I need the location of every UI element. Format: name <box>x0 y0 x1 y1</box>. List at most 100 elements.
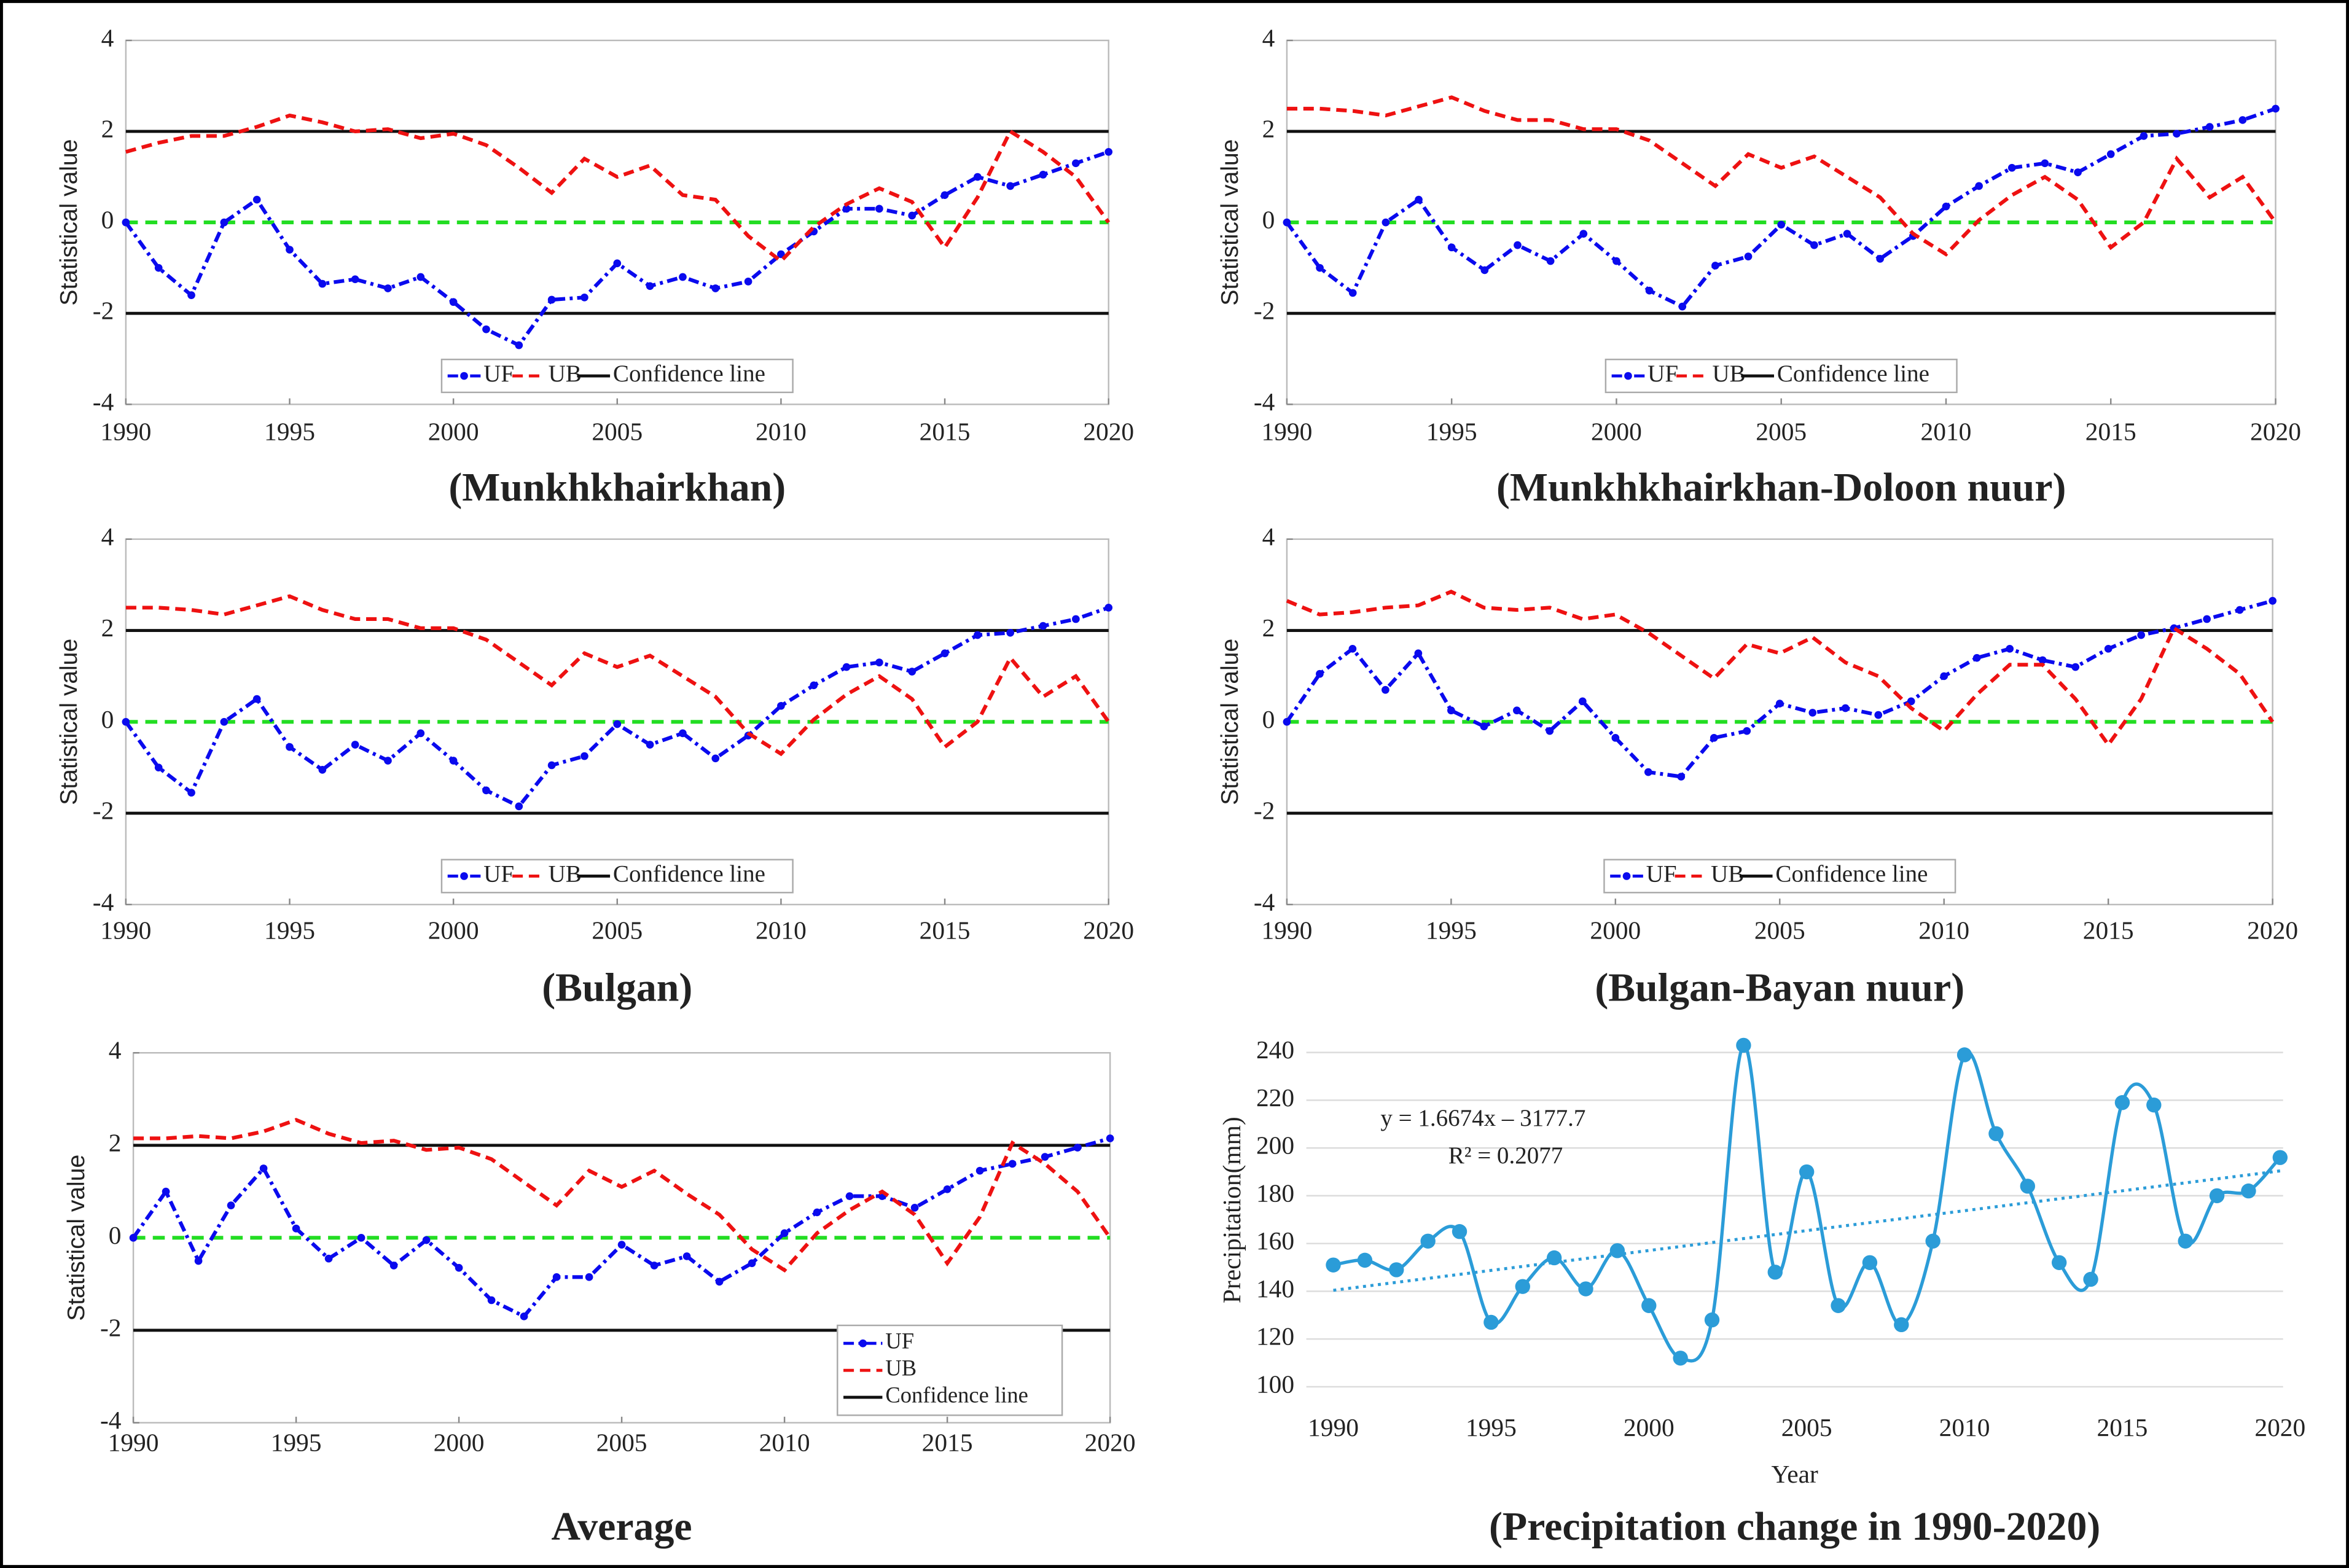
data-point <box>1008 1160 1017 1168</box>
data-point <box>1072 159 1080 168</box>
legend-label: UF <box>885 1328 914 1354</box>
data-point <box>1283 218 1291 227</box>
legend-marker <box>1622 872 1631 880</box>
chart-title: (Precipitation change in 1990-2020) <box>1489 1504 2100 1549</box>
data-point <box>1420 1233 1436 1249</box>
x-tick-label: 1995 <box>264 916 315 945</box>
data-point <box>351 275 359 284</box>
legend-label: UB <box>1711 860 1744 887</box>
data-point <box>2269 596 2277 605</box>
data-point <box>1514 241 1522 249</box>
data-point <box>416 273 425 281</box>
data-point <box>552 1273 561 1281</box>
data-point <box>646 741 654 749</box>
data-point <box>1389 1262 1404 1277</box>
x-tick-label: 2020 <box>1083 418 1134 446</box>
data-point <box>679 729 687 738</box>
y-tick-label: 4 <box>1262 522 1275 550</box>
data-point <box>1609 1243 1625 1258</box>
data-point <box>220 717 229 726</box>
data-point <box>2104 644 2113 653</box>
x-tick-label: 2020 <box>2254 1413 2305 1441</box>
data-point <box>2146 1097 2162 1113</box>
series-line <box>1286 95 2277 257</box>
legend-label: Confidence line <box>885 1382 1028 1407</box>
data-point <box>1988 1126 2004 1141</box>
data-point <box>580 752 588 760</box>
data-point <box>187 291 195 299</box>
x-tick-label: 1990 <box>1261 418 1312 446</box>
data-point <box>1006 628 1015 637</box>
data-point <box>1641 1298 1657 1313</box>
data-point <box>2051 1255 2067 1270</box>
x-tick-label: 2005 <box>1781 1413 1832 1441</box>
data-point <box>1480 722 1488 731</box>
data-point <box>2020 1179 2035 1194</box>
y-tick-label: 0 <box>1262 206 1275 234</box>
legend-label: Confidence line <box>613 361 765 387</box>
data-point <box>1710 733 1718 742</box>
legend-label: UB <box>549 361 582 387</box>
data-point <box>449 757 458 765</box>
data-point <box>154 763 163 772</box>
y-tick-label: 140 <box>1256 1274 1294 1303</box>
data-point <box>1578 1281 1593 1297</box>
data-point <box>1972 653 1981 662</box>
data-point <box>154 263 163 272</box>
data-point <box>2038 656 2047 665</box>
data-point <box>744 278 752 286</box>
x-tick-label: 2015 <box>2085 418 2136 446</box>
data-point <box>1975 182 1983 190</box>
data-point <box>585 1273 593 1281</box>
y-tick-label: 0 <box>109 1221 122 1249</box>
data-point <box>482 325 490 333</box>
x-tick-label: 2015 <box>2083 916 2134 945</box>
series-line <box>1286 590 2275 748</box>
y-tick-label: 240 <box>1256 1036 1294 1064</box>
y-tick-label: -2 <box>93 797 114 825</box>
x-tick-label: 1990 <box>108 1429 159 1457</box>
data-point <box>357 1233 365 1242</box>
data-point <box>1073 1144 1082 1152</box>
y-tick-label: 220 <box>1256 1083 1294 1112</box>
x-tick-label: 2010 <box>756 916 807 945</box>
data-point <box>1942 202 1950 211</box>
data-point <box>547 295 556 304</box>
data-point <box>777 250 785 259</box>
data-point <box>1808 709 1817 717</box>
series-line <box>1333 1043 2281 1363</box>
data-point <box>416 729 425 738</box>
data-point <box>613 720 622 728</box>
data-point <box>1767 1265 1783 1280</box>
data-point <box>2114 1095 2130 1110</box>
data-point <box>679 273 687 281</box>
data-point <box>1579 230 1588 238</box>
data-point <box>1414 649 1423 658</box>
y-tick-label: 160 <box>1256 1227 1294 1255</box>
data-point <box>943 1185 952 1193</box>
legend-label: UF <box>1647 361 1678 387</box>
data-point <box>777 701 785 710</box>
data-point <box>351 741 359 749</box>
data-point <box>715 1277 724 1286</box>
data-point <box>515 341 523 349</box>
data-point <box>875 658 883 666</box>
data-point <box>2041 159 2049 168</box>
x-tick-label: 1995 <box>1426 418 1477 446</box>
annotation: y = 1.6674x – 3177.7 <box>1380 1105 1585 1131</box>
data-point <box>2235 606 2244 614</box>
x-tick-label: 2010 <box>759 1429 810 1457</box>
legend-label: UB <box>885 1355 917 1381</box>
y-tick-label: -2 <box>100 1313 122 1341</box>
data-point <box>1348 289 1357 297</box>
chart-title: (Bulgan) <box>542 965 692 1010</box>
data-point <box>384 757 392 765</box>
x-tick-label: 2000 <box>428 916 479 945</box>
data-point <box>1907 697 1915 706</box>
data-point <box>1744 252 1753 260</box>
data-point <box>974 173 982 181</box>
data-point <box>1104 604 1113 612</box>
data-point <box>1578 697 1587 706</box>
data-point <box>422 1236 431 1244</box>
